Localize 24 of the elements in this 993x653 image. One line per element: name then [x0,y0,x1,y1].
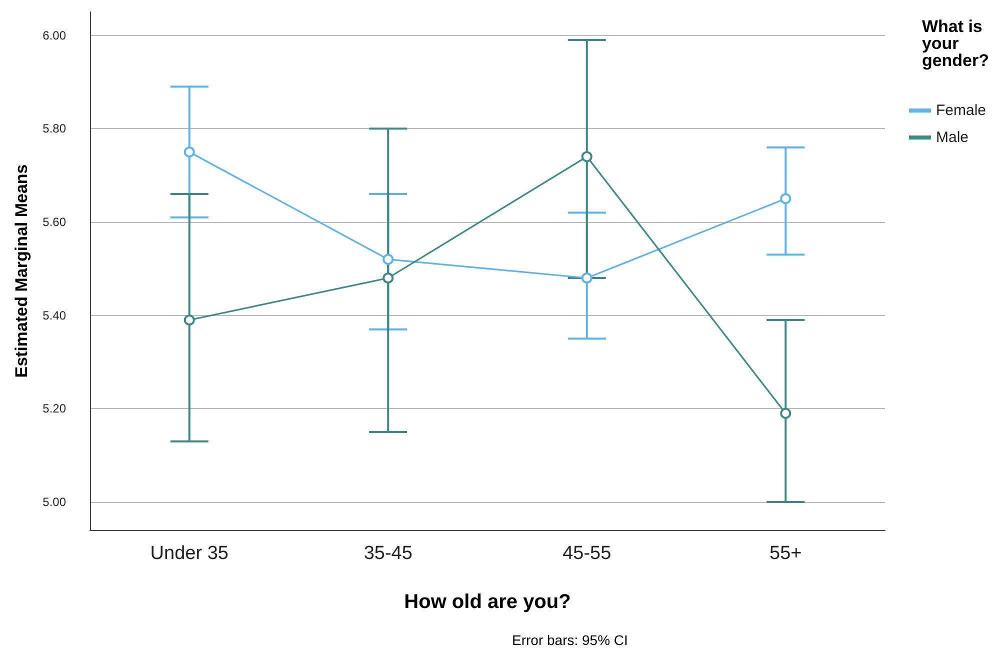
x-tick-label: Under 35 [150,543,228,564]
legend-label: Female [936,102,986,119]
legend-label: Male [936,129,968,146]
y-tick-label: 5.20 [42,402,66,416]
y-tick-label: 5.60 [42,215,66,229]
text: Error bars: 95% CI [512,632,628,648]
point [780,408,792,419]
x-tick-label: 35-45 [364,543,412,564]
point [382,272,394,284]
point [184,314,195,326]
point [581,272,592,284]
legend-title: What is your gender? [922,17,989,70]
point [581,151,592,162]
y-tick-label: 5.40 [42,308,66,322]
y-tick-label: 5.80 [42,122,66,136]
y-tick-label: 6.00 [42,28,66,42]
point [780,193,792,204]
point [184,146,195,158]
point [382,254,394,265]
x-tick-label: 45-55 [562,543,612,564]
y-axis-title: Estimated Marginal Means [12,164,31,378]
x-tick-label: 55+ [770,543,802,564]
y-tick-label: 5.00 [42,495,66,509]
x-axis-title: How old are you? [404,591,571,613]
